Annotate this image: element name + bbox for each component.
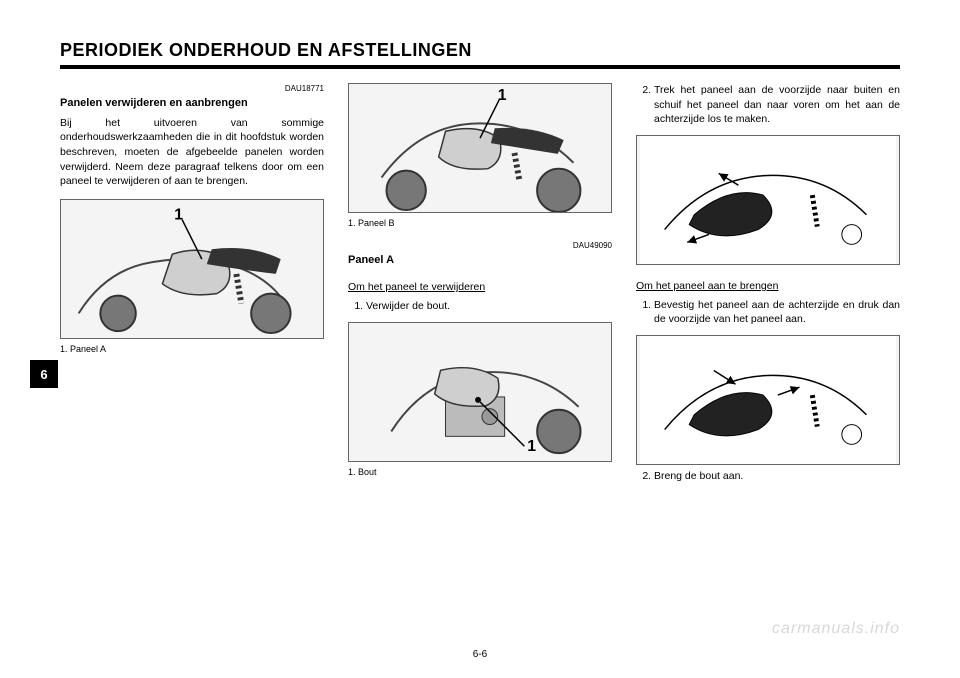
install-steps: Bevestig het paneel aan de achterzijde e… [654,298,900,327]
intro-paragraph: Bij het uitvoeren van sommige onderhouds… [60,116,324,189]
refcode-2: DAU49090 [348,240,612,251]
remove-step-2: Trek het paneel aan de voorzijde naar bu… [654,83,900,127]
remove-title: Om het paneel te verwijderen [348,280,612,295]
svg-text:1: 1 [498,87,507,104]
figure-bolt: 1 [348,322,612,462]
page-title: PERIODIEK ONDERHOUD EN AFSTELLINGEN [60,40,900,61]
title-rule [60,65,900,69]
install-step-2: Breng de bout aan. [654,469,900,484]
svg-text:1: 1 [174,207,183,224]
column-3: Trek het paneel aan de voorzijde naar bu… [636,83,900,492]
watermark: carmanuals.info [772,620,900,638]
caption-bolt: 1. Bout [348,466,612,479]
figure-remove-diagram [636,135,900,265]
caption-panel-a: 1. Paneel A [60,343,324,356]
refcode-1: DAU18771 [60,83,324,94]
column-2: 1 1. Paneel B DAU49090 Paneel A Om het p… [348,83,612,492]
caption-panel-b: 1. Paneel B [348,217,612,230]
install-step-1: Bevestig het paneel aan de achterzijde e… [654,298,900,327]
svg-text:1: 1 [527,438,536,455]
remove-steps-cont: Trek het paneel aan de voorzijde naar bu… [654,83,900,127]
page-number: 6-6 [0,649,960,660]
page-title-bar: PERIODIEK ONDERHOUD EN AFSTELLINGEN [60,40,900,61]
install-title: Om het paneel aan te brengen [636,279,900,294]
remove-steps: Verwijder de bout. [366,299,612,314]
figure-install-diagram [636,335,900,465]
figure-panel-a: 1 [60,199,324,339]
remove-step-1: Verwijder de bout. [366,299,612,314]
manual-page: PERIODIEK ONDERHOUD EN AFSTELLINGEN 6 DA… [0,0,960,678]
column-1: DAU18771 Panelen verwijderen en aanbreng… [60,83,324,492]
install-steps-2: Breng de bout aan. [654,469,900,484]
figure-panel-b: 1 [348,83,612,213]
content-columns: DAU18771 Panelen verwijderen en aanbreng… [60,83,900,492]
heading-panels: Panelen verwijderen en aanbrengen [60,96,324,111]
heading-panel-a: Paneel A [348,253,612,268]
section-tab: 6 [30,360,58,388]
